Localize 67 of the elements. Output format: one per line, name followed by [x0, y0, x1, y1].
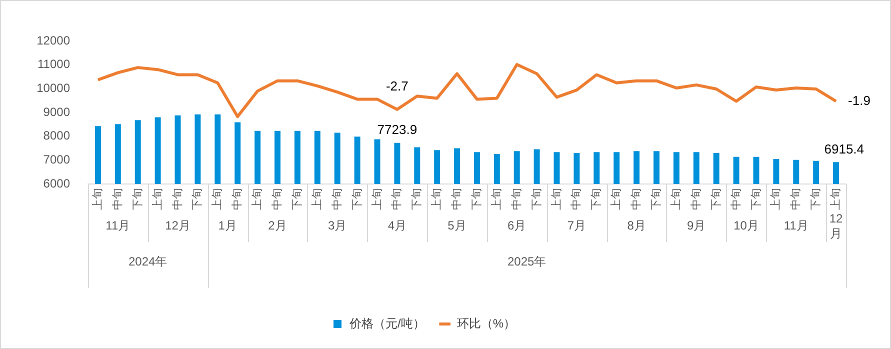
x-tick-label: 上旬 — [829, 188, 842, 210]
x-tick-label: 中旬 — [170, 188, 184, 210]
x-tick-label: 中旬 — [390, 188, 404, 210]
x-tick-label: 中旬 — [110, 188, 124, 210]
x-tick-label: 下旬 — [192, 188, 204, 210]
text: 10月 — [734, 218, 759, 232]
x-tick-label: 下旬 — [530, 188, 543, 210]
x-tick-label: 下旬 — [291, 188, 304, 210]
x-tick-label: 下旬 — [351, 188, 364, 210]
x-tick-label: 中旬 — [789, 188, 802, 210]
text: 11月 — [106, 218, 130, 232]
x-tick-label: 上旬 — [210, 188, 224, 210]
text: 2025年 — [507, 254, 546, 268]
x-tick-label: 上旬 — [370, 188, 384, 210]
x-tick-label: 上旬 — [610, 188, 623, 210]
legend-label: 环比（%） — [456, 316, 516, 330]
text: 5月 — [448, 218, 466, 232]
text: 1月 — [218, 218, 237, 232]
x-tick-label: 下旬 — [650, 188, 663, 210]
text: 8月 — [627, 218, 646, 232]
x-tick-label: 上旬 — [769, 188, 782, 210]
text: 12月 — [165, 218, 190, 232]
text: 3月 — [328, 218, 347, 232]
data-label: 7723.9 — [377, 122, 418, 137]
y-tick-label: 9000 — [43, 104, 70, 119]
y-tick-label: 10000 — [36, 80, 70, 95]
x-tick-label: 下旬 — [132, 188, 144, 210]
x-tick-label: 中旬 — [630, 188, 643, 210]
x-tick-label: 中旬 — [230, 188, 244, 210]
x-tick-label: 下旬 — [590, 188, 603, 210]
y-tick-label: 6000 — [43, 176, 70, 190]
y-tick-label: 12000 — [36, 33, 70, 48]
y-tick-label: 7000 — [43, 152, 70, 166]
x-tick-label: 中旬 — [330, 188, 344, 210]
text: 9月 — [687, 218, 706, 232]
text: 2月 — [268, 218, 287, 232]
x-tick-label: 中旬 — [510, 188, 523, 210]
x-tick-label: 上旬 — [430, 188, 444, 210]
text: 4月 — [388, 218, 407, 232]
x-tick-label: 上旬 — [91, 188, 104, 210]
x-tick-label: 中旬 — [570, 188, 583, 210]
x-tick-label: 下旬 — [750, 188, 762, 210]
x-tick-label: 下旬 — [471, 188, 484, 210]
x-tick-label: 上旬 — [669, 188, 682, 210]
x-tick-label: 上旬 — [250, 188, 264, 210]
text: 12月 — [829, 211, 844, 240]
x-tick-label: 下旬 — [810, 188, 822, 210]
x-tick-label: 中旬 — [270, 188, 284, 210]
x-tick-label: 中旬 — [450, 188, 464, 210]
x-tick-label: 上旬 — [150, 188, 164, 210]
x-tick-label: 上旬 — [550, 188, 563, 210]
x-tick-label: 上旬 — [310, 188, 324, 210]
text: 7月 — [567, 218, 586, 232]
x-tick-label: 中旬 — [729, 188, 742, 210]
legend-label: 价格（元/吨） — [348, 316, 425, 330]
data-label: -1.9 — [848, 92, 870, 108]
y-tick-label: 8000 — [43, 128, 70, 143]
y-tick-label: 11000 — [38, 57, 70, 72]
data-label: -2.7 — [386, 78, 408, 94]
x-tick-label: 上旬 — [490, 188, 503, 210]
data-label: 6915.4 — [824, 141, 864, 156]
text: 11月 — [784, 218, 808, 232]
text: 6月 — [508, 218, 526, 232]
x-tick-label: 下旬 — [710, 188, 722, 210]
x-tick-label: 中旬 — [689, 188, 702, 210]
x-tick-label: 下旬 — [411, 188, 424, 210]
text: 2024年 — [128, 254, 168, 268]
